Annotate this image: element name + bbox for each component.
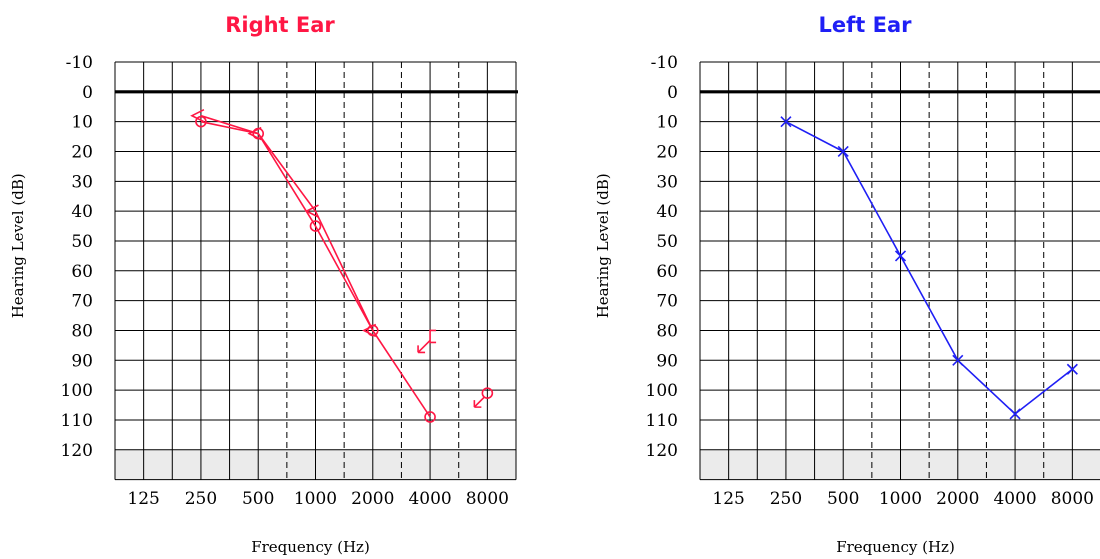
y-tick-label: 40 bbox=[71, 202, 93, 222]
x-tick-label: 125 bbox=[127, 489, 159, 509]
x-tick-label: 8000 bbox=[466, 489, 509, 509]
y-tick-label: 20 bbox=[71, 142, 93, 162]
x-tick-label: 4000 bbox=[993, 489, 1036, 509]
y-tick-label: 30 bbox=[656, 172, 678, 192]
x-tick-label: 4000 bbox=[408, 489, 451, 509]
y-tick-label: 120 bbox=[61, 441, 93, 461]
data-point-masked-bc bbox=[430, 330, 436, 342]
y-tick-label: 100 bbox=[61, 381, 93, 401]
y-tick-label: 40 bbox=[656, 202, 678, 222]
chart-title: Left Ear bbox=[819, 13, 913, 37]
x-tick-label: 1000 bbox=[294, 489, 337, 509]
y-tick-label: 10 bbox=[656, 113, 678, 133]
y-tick-label: 50 bbox=[71, 232, 93, 252]
y-tick-label: 60 bbox=[71, 262, 93, 282]
y-tick-label: 80 bbox=[71, 321, 93, 341]
x-tick-label: 500 bbox=[242, 489, 274, 509]
x-tick-label: 500 bbox=[827, 489, 859, 509]
x-tick-label: 250 bbox=[185, 489, 217, 509]
y-tick-label: -10 bbox=[651, 53, 678, 73]
x-axis-label: Frequency (Hz) bbox=[836, 538, 955, 556]
y-tick-label: 70 bbox=[71, 292, 93, 312]
x-tick-label: 2000 bbox=[936, 489, 979, 509]
x-tick-label: 8000 bbox=[1051, 489, 1094, 509]
y-tick-label: 100 bbox=[646, 381, 678, 401]
y-tick-label: 50 bbox=[656, 232, 678, 252]
x-tick-label: 125 bbox=[712, 489, 744, 509]
no-response-arrow bbox=[474, 397, 484, 407]
y-tick-label: 90 bbox=[71, 351, 93, 371]
chart-title: Right Ear bbox=[225, 13, 335, 37]
y-tick-label: 70 bbox=[656, 292, 678, 312]
y-tick-label: 0 bbox=[82, 83, 93, 103]
y-tick-label: 120 bbox=[646, 441, 678, 461]
y-tick-label: 90 bbox=[656, 351, 678, 371]
y-tick-label: -10 bbox=[66, 53, 93, 73]
y-axis-label: Hearing Level (dB) bbox=[9, 173, 27, 318]
y-tick-label: 20 bbox=[656, 142, 678, 162]
y-tick-label: 110 bbox=[646, 411, 678, 431]
y-tick-label: 80 bbox=[656, 321, 678, 341]
no-response-arrow bbox=[418, 340, 430, 352]
x-axis-label: Frequency (Hz) bbox=[251, 538, 370, 556]
audiogram-panel-right-ear: -10 0 10 20 30 40 50 60 70 80 90 100 110 120 125 250 500… bbox=[9, 13, 518, 556]
y-tick-label: 60 bbox=[656, 262, 678, 282]
x-tick-label: 250 bbox=[770, 489, 802, 509]
y-tick-label: 30 bbox=[71, 172, 93, 192]
y-tick-label: 10 bbox=[71, 113, 93, 133]
audiogram-panel-left-ear: -10 0 10 20 30 40 50 60 70 80 90 100 110 120 125 250 500… bbox=[594, 13, 1100, 556]
y-axis-label: Hearing Level (dB) bbox=[594, 173, 612, 318]
x-tick-label: 1000 bbox=[879, 489, 922, 509]
y-tick-label: 0 bbox=[667, 83, 678, 103]
x-tick-label: 2000 bbox=[351, 489, 394, 509]
y-tick-label: 110 bbox=[61, 411, 93, 431]
